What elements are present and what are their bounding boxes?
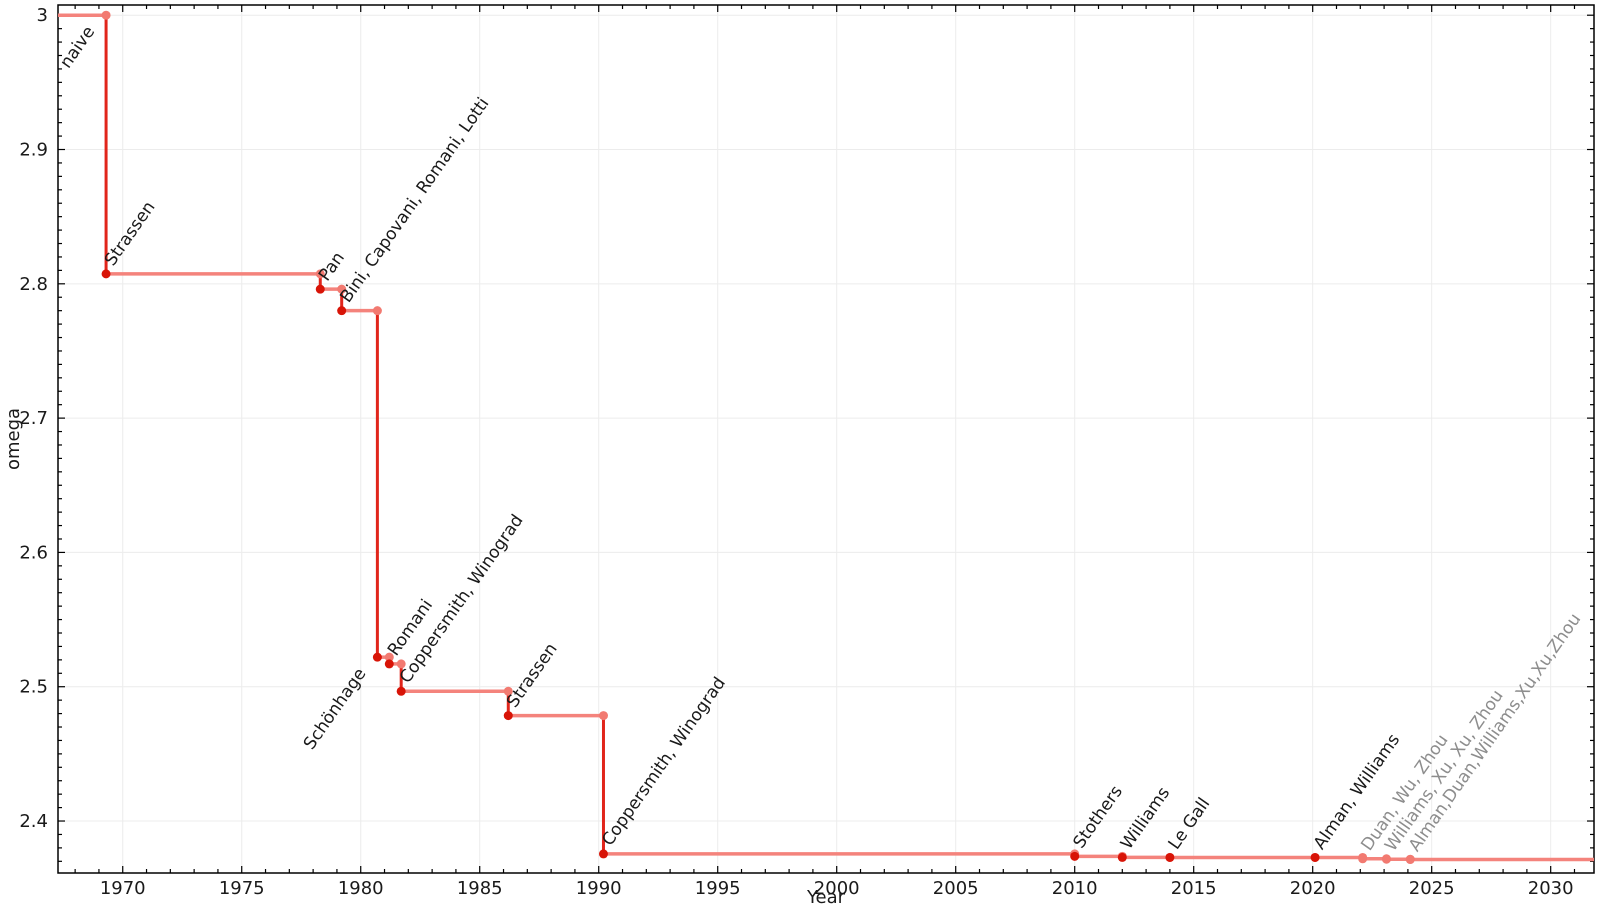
x-tick-label: 2030 (1528, 878, 1574, 899)
step-corner-point (503, 686, 513, 696)
data-point (315, 284, 325, 294)
data-point (1405, 855, 1415, 865)
point-label: Coppersmith, Winograd (598, 674, 730, 850)
y-tick-label: 2.7 (19, 408, 48, 429)
data-point (101, 269, 111, 279)
data-point (1117, 852, 1127, 862)
data-point (1165, 852, 1175, 862)
point-label: Strassen (101, 198, 160, 270)
point-label: Coppersmith, Winograd (396, 511, 528, 687)
x-tick-label: 1975 (219, 878, 265, 899)
x-tick-label: 1985 (457, 878, 503, 899)
x-tick-label: 1995 (695, 878, 741, 899)
point-label: Bini, Capovani, Romani, Lotti (336, 94, 493, 306)
y-tick-label: 2.8 (19, 274, 48, 295)
x-tick-label: 1980 (338, 878, 384, 899)
point-label: Schönhage (300, 665, 371, 754)
x-axis-title: Year (806, 887, 846, 908)
step-corner-point (315, 269, 325, 279)
data-point (1381, 854, 1391, 864)
x-tick-label: 2000 (814, 878, 860, 899)
point-label: naive (56, 23, 99, 73)
y-tick-label: 3 (37, 5, 48, 26)
x-tick-label: 2005 (933, 878, 979, 899)
point-label: Williams, Xu, Xu, Zhou (1381, 686, 1508, 855)
step-corner-point (384, 652, 394, 662)
y-tick-label: 2.6 (19, 542, 48, 563)
data-point (1310, 852, 1320, 862)
x-tick-label: 1970 (100, 878, 146, 899)
y-tick-label: 2.5 (19, 677, 48, 698)
y-tick-label: 2.4 (19, 811, 48, 832)
data-point (372, 652, 382, 662)
step-corner-point (337, 284, 347, 294)
data-point (337, 306, 347, 316)
data-point (396, 686, 406, 696)
data-point (1358, 854, 1368, 864)
x-tick-label: 1990 (576, 878, 622, 899)
data-point (503, 711, 513, 721)
point-label: Le Gall (1165, 794, 1215, 853)
y-tick-label: 2.9 (19, 140, 48, 161)
x-tick-label: 2025 (1409, 878, 1455, 899)
step-corner-point (372, 306, 382, 316)
x-tick-label: 2010 (1052, 878, 1098, 899)
step-corner-point (101, 10, 111, 20)
data-point (384, 659, 394, 669)
y-axis-title: omega (3, 407, 24, 471)
step-corner-point (396, 659, 406, 669)
data-point (1070, 851, 1080, 861)
point-label: Strassen (503, 640, 562, 712)
data-point (598, 849, 608, 859)
plot-frame (57, 4, 1595, 874)
step-corner-point (598, 711, 608, 721)
x-tick-label: 2020 (1290, 878, 1336, 899)
x-tick-label: 2015 (1171, 878, 1217, 899)
